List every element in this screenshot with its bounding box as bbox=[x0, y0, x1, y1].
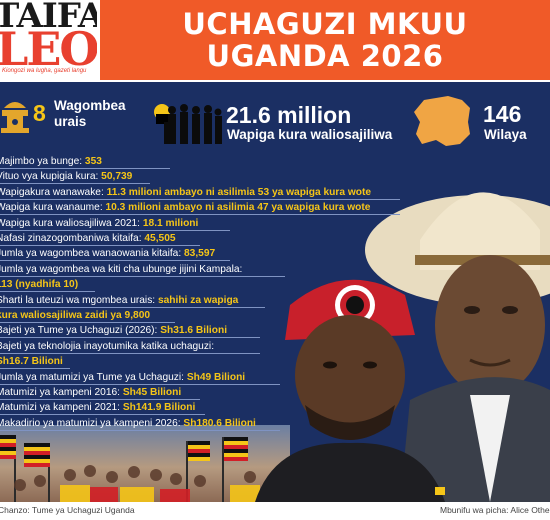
fact-value: Sh31.6 Bilioni bbox=[160, 325, 228, 337]
fact-divider bbox=[0, 337, 260, 339]
fact-divider bbox=[0, 275, 285, 277]
fact-divider bbox=[0, 198, 400, 200]
voters-count: 21.6 million bbox=[226, 102, 352, 128]
fact-label: Wapiga kura wanaume: bbox=[0, 202, 106, 214]
fact-label: Jumla ya wagombea wanaowania kitaifa: bbox=[0, 248, 185, 260]
fact-row: Jumla ya wagombea wa kiti cha ubunge jij… bbox=[0, 263, 242, 276]
fact-label: Majimbo ya bunge: bbox=[0, 156, 85, 167]
fact-value: 353 bbox=[84, 156, 102, 167]
fact-label: Matumizi ya kampeni 2021: bbox=[0, 402, 123, 414]
voters-label: Wapiga kura waliosajiliwa bbox=[227, 127, 393, 142]
fact-divider bbox=[0, 245, 200, 246]
fact-row: 113 (nyadhifa 10) bbox=[0, 278, 78, 291]
fact-value: 113 (nyadhifa 10) bbox=[0, 279, 79, 291]
fact-divider bbox=[0, 383, 280, 385]
fact-divider bbox=[0, 306, 265, 308]
fact-label: Jumla ya wagombea wa kiti cha ubunge jij… bbox=[0, 263, 243, 275]
newspaper-logo: TAIFA LEO Kiongozi wa lugha, gazeti lang… bbox=[0, 0, 97, 80]
header-banner bbox=[100, 0, 550, 80]
fact-label: Sharti la uteuzi wa mgombea urais: bbox=[0, 294, 158, 306]
fact-divider bbox=[0, 399, 200, 400]
fact-value: kura waliosajiliwa zaidi ya 9,800 bbox=[0, 310, 151, 321]
logo-text-leo: LEO bbox=[0, 22, 97, 76]
fact-label: Matumizi ya kampeni 2016: bbox=[0, 387, 123, 398]
title-line-2: UGANDA 2026 bbox=[206, 39, 444, 73]
fact-row: Wapiga kura waliosajiliwa 2021: 18.1 mil… bbox=[0, 217, 198, 230]
fact-label: Makadirio ya matumizi ya kampeni 2026: bbox=[0, 417, 184, 429]
fact-row: Nafasi zinazogombaniwa kitaifa: 45,505 bbox=[0, 232, 176, 245]
fact-divider bbox=[0, 260, 230, 262]
fact-row: Wapigakura wanawake: 11.3 milioni ambayo… bbox=[0, 186, 371, 199]
portrait-bobi-wine bbox=[245, 265, 445, 502]
fact-value: Sh16.7 Bilioni bbox=[0, 356, 63, 368]
fact-row: Matumizi ya kampeni 2021: Sh141.9 Bilion… bbox=[0, 401, 195, 414]
fact-row: Majimbo ya bunge: 353 bbox=[0, 155, 102, 168]
candidates-count: 8 bbox=[33, 100, 46, 126]
logo-text-taifa: TAIFA bbox=[0, 0, 97, 36]
fact-row: Matumizi ya kampeni 2016: Sh45 Bilioni bbox=[0, 386, 181, 399]
fact-value: Sh141.9 Bilioni bbox=[122, 402, 196, 414]
fact-divider bbox=[0, 429, 280, 431]
districts-count: 146 bbox=[483, 101, 522, 127]
fact-row: Vituo vya kupigia kura: 50,739 bbox=[0, 170, 132, 183]
fact-value: Sh180.6 Bilioni bbox=[183, 417, 256, 429]
fact-row: Makadirio ya matumizi ya kampeni 2026: S… bbox=[0, 417, 256, 430]
title-line-1: UCHAGUZI MKUU bbox=[182, 7, 468, 41]
footer-bar bbox=[0, 502, 550, 520]
fact-label: Bajeti ya teknolojia inayotumika katika … bbox=[0, 340, 215, 352]
fact-row: Bajeti ya teknolojia inayotumika katika … bbox=[0, 340, 214, 353]
candidates-label-1: Wagombea bbox=[54, 98, 126, 113]
rally-crowd-image bbox=[0, 425, 290, 502]
fact-value: sahihi za wapiga bbox=[157, 294, 239, 306]
fact-divider bbox=[0, 214, 400, 216]
portrait-museveni bbox=[360, 160, 550, 502]
fact-divider bbox=[0, 229, 230, 231]
fact-label: Vituo vya kupigia kura: bbox=[0, 171, 102, 183]
page-title: UCHAGUZI MKUU UGANDA 2026 bbox=[100, 8, 550, 72]
districts-label: Wilaya bbox=[484, 127, 527, 142]
logo-tagline: Kiongozi wa lugha, gazeti langu bbox=[2, 68, 87, 74]
podium-icon bbox=[1, 102, 29, 133]
fact-label: Nafasi zinazogombaniwa kitaifa: bbox=[0, 233, 145, 244]
fact-label: Wapigakura wanawake: bbox=[0, 186, 107, 198]
fact-divider bbox=[0, 322, 175, 323]
fact-divider bbox=[0, 168, 170, 169]
fact-row: kura waliosajiliwa zaidi ya 9,800 bbox=[0, 309, 150, 322]
fact-row: Bajeti ya Tume ya Uchaguzi (2026): Sh31.… bbox=[0, 324, 227, 337]
candidates-label-2: urais bbox=[54, 114, 87, 129]
fact-value: 83,597 bbox=[184, 248, 216, 260]
fact-value: 45,505 bbox=[144, 233, 176, 244]
fact-value: Sh45 Bilioni bbox=[122, 387, 182, 398]
fact-value: 11.3 milioni ambayo ni asilimia 53 ya wa… bbox=[106, 186, 372, 198]
fact-row: Sharti la uteuzi wa mgombea urais: sahih… bbox=[0, 294, 238, 307]
fact-row: Sh16.7 Bilioni bbox=[0, 355, 63, 368]
fact-divider bbox=[0, 414, 205, 416]
fact-label: Wapiga kura waliosajiliwa 2021: bbox=[0, 217, 143, 229]
fact-divider bbox=[0, 368, 70, 370]
fact-label: Jumla ya matumizi ya Tume ya Uchaguzi: bbox=[0, 371, 187, 383]
source-credit: Chanzo: Tume ya Uchaguzi Uganda bbox=[0, 505, 135, 515]
fact-value: 50,739 bbox=[101, 171, 133, 183]
fact-divider bbox=[0, 183, 150, 185]
fact-divider bbox=[0, 352, 260, 354]
fact-value: Sh49 Bilioni bbox=[186, 371, 246, 383]
fact-value: 10.3 milioni ambayo ni asilimia 47 ya wa… bbox=[105, 202, 371, 214]
fact-row: Jumla ya matumizi ya Tume ya Uchaguzi: S… bbox=[0, 371, 245, 384]
fact-divider bbox=[0, 291, 95, 293]
uganda-map-icon bbox=[414, 96, 470, 146]
fact-label: Bajeti ya Tume ya Uchaguzi (2026): bbox=[0, 325, 161, 337]
fact-row: Wapiga kura wanaume: 10.3 milioni ambayo… bbox=[0, 201, 370, 214]
fact-value: 18.1 milioni bbox=[142, 217, 199, 229]
designer-credit: Mbunifu wa picha: Alice Otheno bbox=[440, 505, 550, 515]
crowd-icon bbox=[154, 104, 222, 144]
fact-row: Jumla ya wagombea wanaowania kitaifa: 83… bbox=[0, 247, 215, 260]
